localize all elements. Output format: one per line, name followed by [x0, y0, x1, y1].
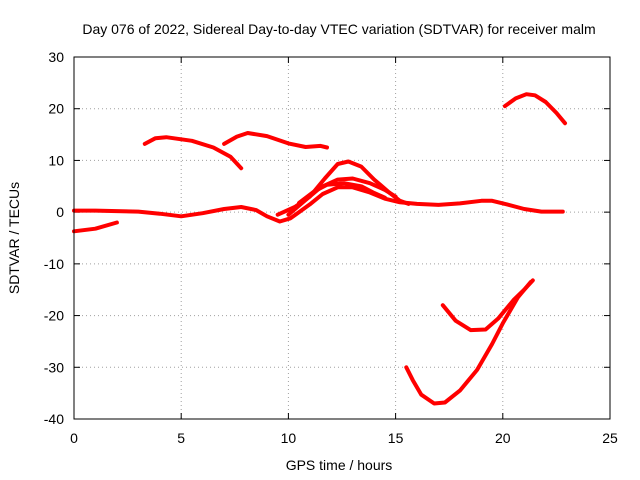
x-tick-label: 20 — [495, 430, 511, 446]
x-axis-label: GPS time / hours — [286, 457, 393, 473]
y-tick-label: -10 — [44, 256, 64, 272]
plot-frame — [73, 56, 611, 420]
y-tick-label: 20 — [48, 101, 64, 117]
grid-lines — [74, 57, 610, 419]
y-tick-label: 10 — [48, 152, 64, 168]
axis-ticks: 0 5 10 15 20 25 -40 -30 -20 -10 0 10 20 30 — [44, 49, 618, 446]
x-tick-label: 25 — [602, 430, 618, 446]
y-tick-label: -30 — [44, 359, 64, 375]
series-arc-1 — [72, 185, 565, 224]
series-arc-4 — [222, 131, 329, 150]
chart-title: Day 076 of 2022, Sidereal Day-to-day VTE… — [82, 21, 595, 37]
series-arc-9 — [440, 278, 535, 333]
series-arc-7 — [297, 181, 387, 205]
y-tick-label: 30 — [48, 49, 64, 65]
y-tick-label: 0 — [56, 204, 64, 220]
y-tick-label: -20 — [44, 308, 64, 324]
series-arc-3 — [142, 135, 244, 171]
x-tick-label: 10 — [281, 430, 297, 446]
series-arc-10 — [404, 280, 533, 406]
x-tick-label: 0 — [70, 430, 78, 446]
y-axis-label: SDTVAR / TECUs — [6, 182, 22, 294]
x-tick-label: 15 — [388, 430, 404, 446]
data-series — [72, 92, 567, 406]
series-arc-2 — [72, 220, 119, 234]
x-tick-label: 5 — [177, 430, 185, 446]
y-tick-label: -40 — [44, 411, 64, 427]
series-arc-8 — [502, 92, 567, 126]
